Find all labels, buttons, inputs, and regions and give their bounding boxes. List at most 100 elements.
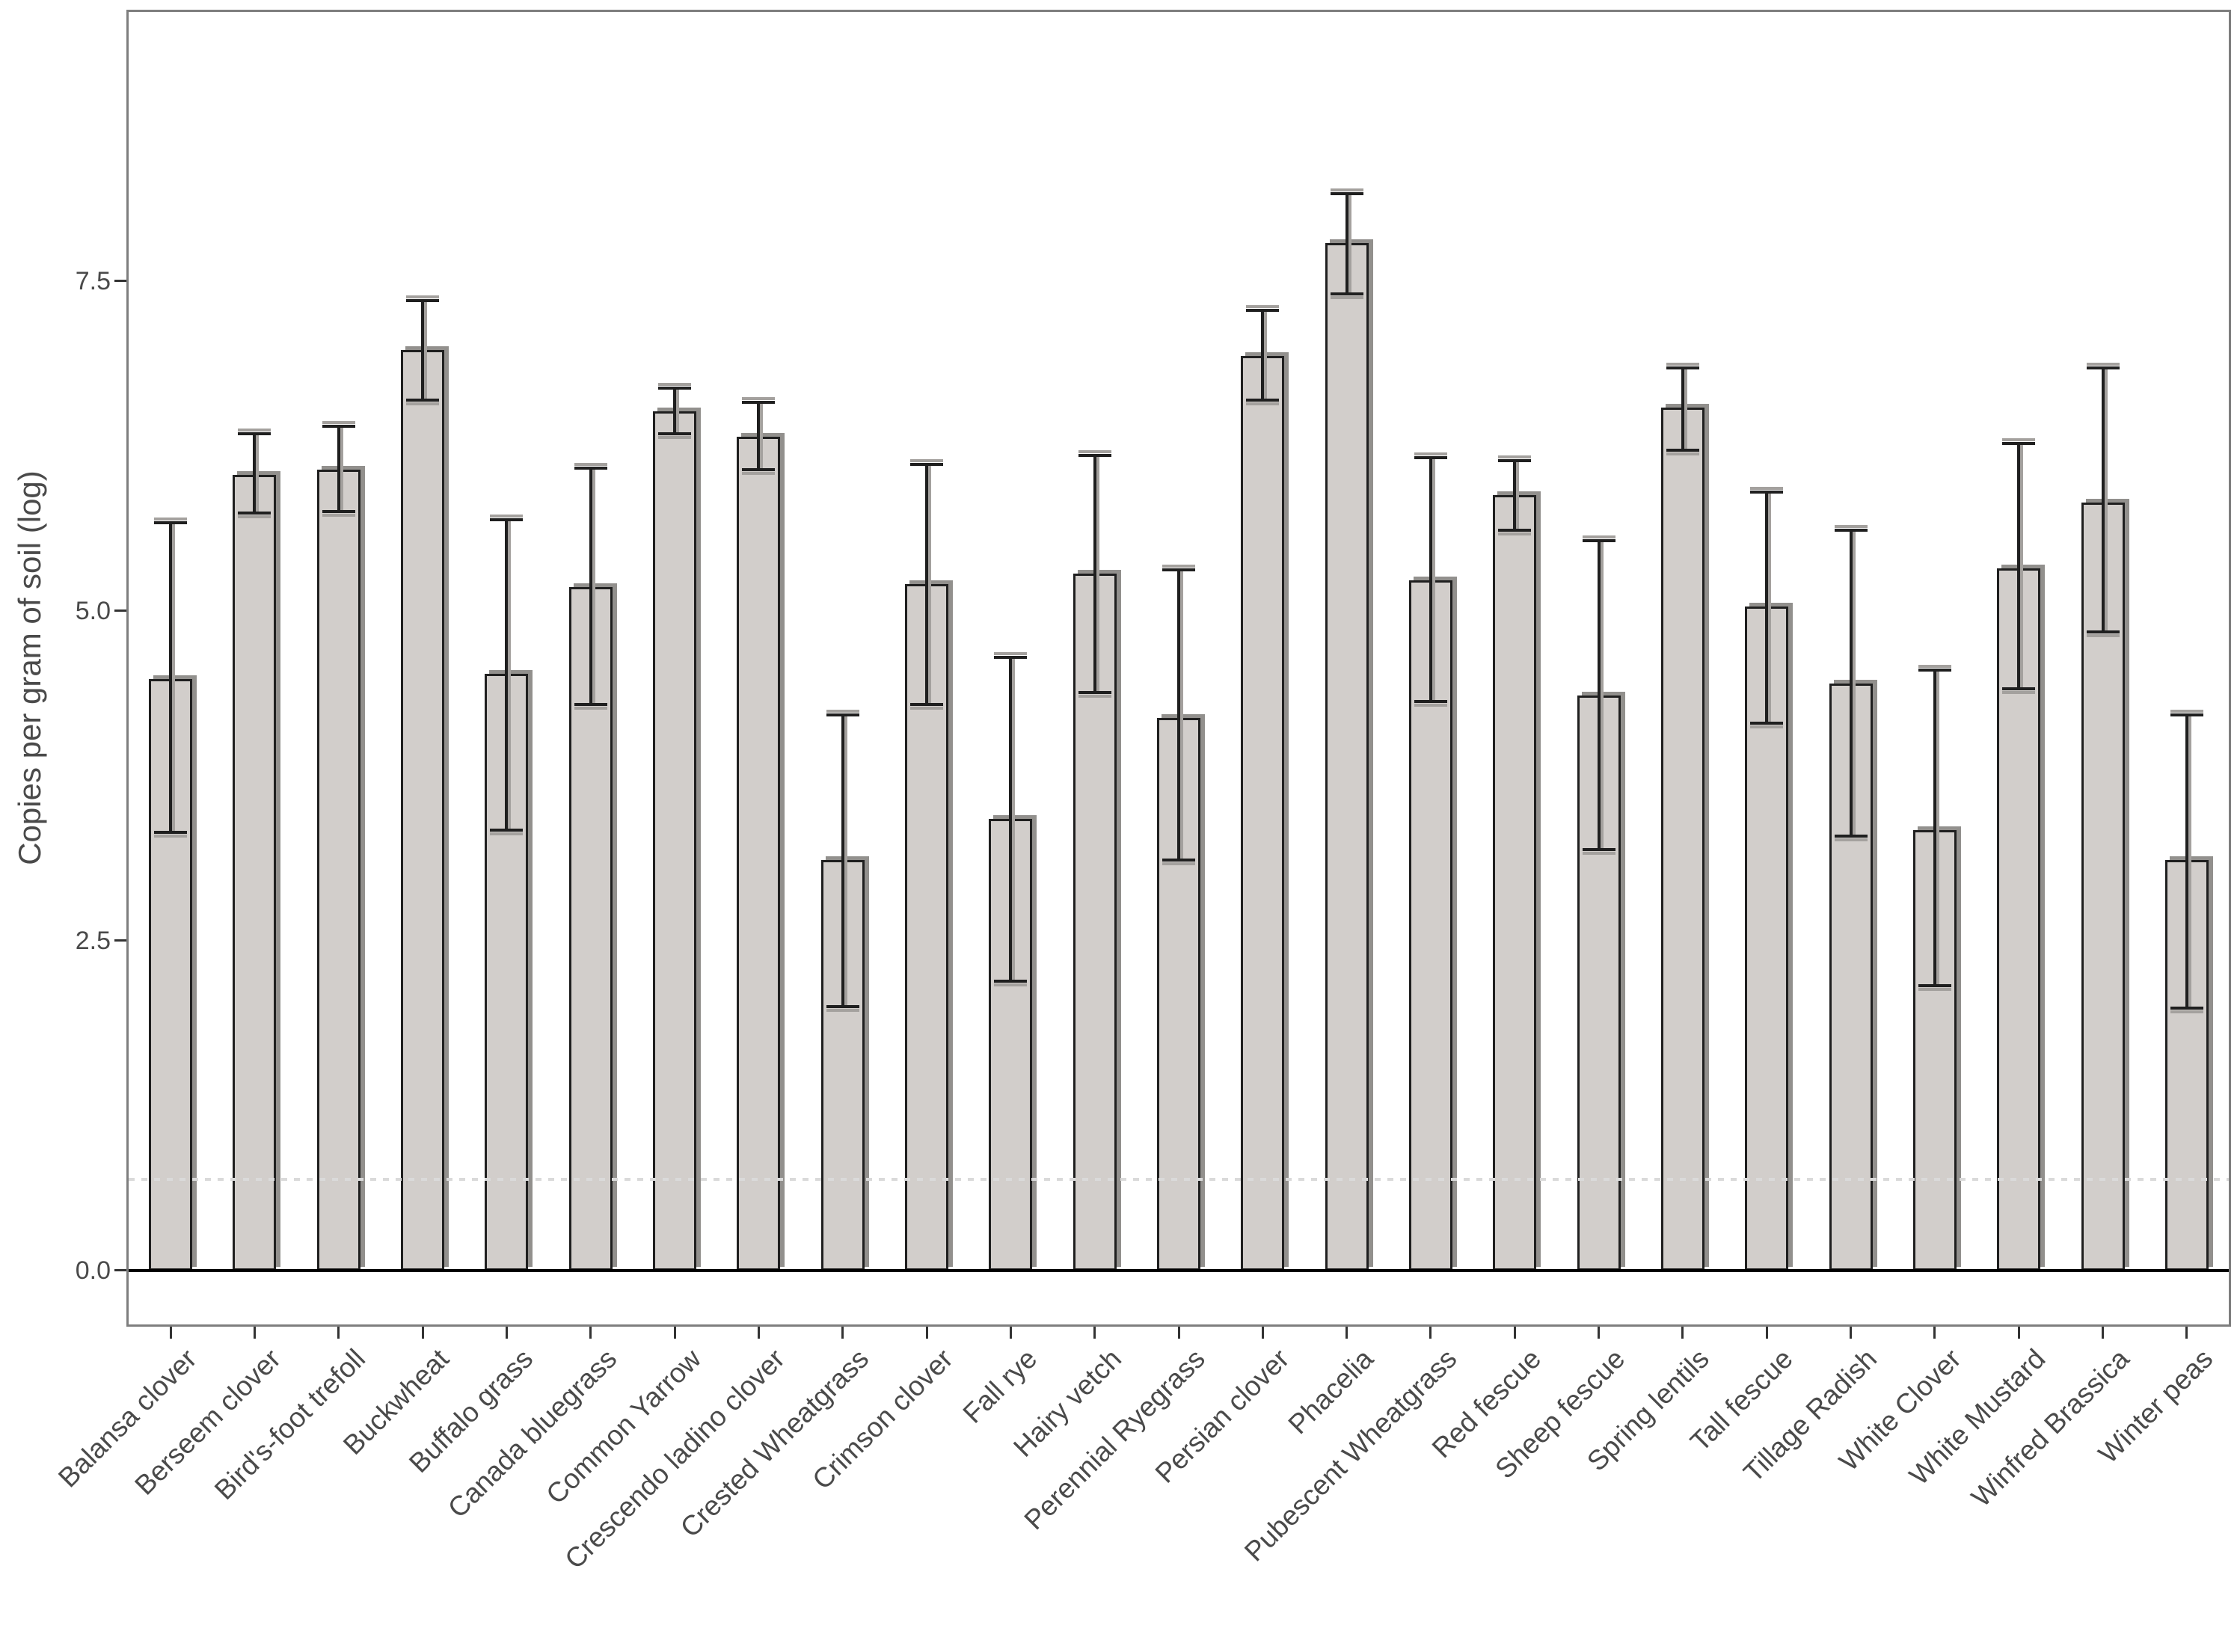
error-bar-cap-bottom <box>1582 848 1615 852</box>
error-bar-cap-bottom <box>1834 835 1868 838</box>
error-bar-cap-top <box>322 424 355 428</box>
error-bar-cap-top <box>1834 529 1868 532</box>
error-bar-cap-top <box>238 432 271 436</box>
x-tick-mark <box>673 1327 676 1339</box>
x-tick-mark <box>1429 1327 1432 1339</box>
error-bar-cap-bottom <box>490 828 524 832</box>
x-tick-mark <box>757 1327 760 1339</box>
x-tick-mark <box>2102 1327 2105 1339</box>
bar <box>1829 683 1873 1271</box>
x-tick-mark <box>1093 1327 1096 1339</box>
error-bar-cap-top <box>490 518 524 522</box>
error-bar-cap-top <box>1078 453 1111 457</box>
bar <box>820 860 865 1271</box>
error-bar <box>757 402 761 470</box>
y-tick-mark <box>114 609 126 612</box>
y-axis-title: Copies per gram of soil (log) <box>12 470 47 865</box>
bar <box>233 475 277 1271</box>
error-bar <box>1597 541 1601 850</box>
bar <box>1241 356 1285 1271</box>
error-bar-cap-top <box>1582 539 1615 543</box>
bar <box>1660 408 1704 1271</box>
error-bar-cap-top <box>658 386 692 390</box>
error-bar <box>421 301 425 400</box>
bar <box>1325 242 1369 1271</box>
x-tick-mark <box>2185 1327 2188 1339</box>
error-bar-cap-top <box>2170 713 2203 717</box>
error-bar-cap-bottom <box>406 398 440 402</box>
error-bar-cap-top <box>826 713 859 717</box>
error-bar <box>505 520 509 830</box>
x-tick-mark <box>1261 1327 1264 1339</box>
x-tick-mark <box>589 1327 592 1339</box>
error-bar <box>337 426 340 512</box>
error-bar <box>673 387 677 435</box>
error-bar-cap-top <box>1918 669 1951 672</box>
error-bar-cap-bottom <box>826 1004 859 1008</box>
bar <box>1912 829 1957 1271</box>
x-tick-mark <box>1681 1327 1684 1339</box>
x-tick-mark <box>1765 1327 1768 1339</box>
x-tick-mark <box>1345 1327 1348 1339</box>
error-bar-cap-top <box>994 655 1028 659</box>
error-bar-cap-bottom <box>658 432 692 436</box>
x-tick-label: Bird's-foot trefoll <box>208 1343 371 1506</box>
bar <box>316 470 360 1271</box>
error-bar <box>1345 194 1348 295</box>
error-bar <box>1849 530 1853 837</box>
error-bar <box>1513 460 1517 531</box>
x-tick-mark <box>2017 1327 2020 1339</box>
error-bar-cap-bottom <box>154 831 188 835</box>
bar <box>401 349 445 1271</box>
y-tick-label: 7.5 <box>75 266 111 295</box>
detection-limit-line <box>129 1177 2229 1181</box>
error-bar-cap-bottom <box>1666 448 1699 452</box>
error-bar-cap-top <box>2086 366 2120 370</box>
error-bar-cap-bottom <box>238 512 271 515</box>
error-bar <box>841 715 844 1007</box>
error-bar <box>925 464 929 704</box>
x-tick-mark <box>841 1327 844 1339</box>
error-bar <box>1093 455 1096 693</box>
x-tick-mark <box>505 1327 508 1339</box>
error-bar-cap-top <box>1330 192 1363 196</box>
bar <box>653 411 697 1271</box>
error-bar <box>1933 670 1936 986</box>
error-bar-cap-bottom <box>2002 687 2036 690</box>
bar <box>1493 494 1537 1271</box>
y-tick-label: 2.5 <box>75 926 111 955</box>
x-tick-label: Winfred Brassica <box>1965 1343 2135 1513</box>
error-bar-cap-bottom <box>1498 529 1532 532</box>
plot-panel <box>126 10 2231 1327</box>
error-bar-cap-top <box>1414 456 1447 460</box>
error-bar <box>253 434 257 514</box>
error-bar-cap-top <box>406 299 440 303</box>
error-bar-cap-bottom <box>1414 700 1447 704</box>
error-bar-cap-bottom <box>1246 398 1280 402</box>
x-tick-mark <box>1009 1327 1012 1339</box>
error-bar-cap-top <box>742 401 776 405</box>
zero-baseline <box>129 1268 2229 1272</box>
error-bar-cap-bottom <box>1918 983 1951 987</box>
error-bar <box>1681 368 1684 450</box>
bar <box>905 584 949 1271</box>
x-tick-mark <box>1850 1327 1853 1339</box>
x-tick-mark <box>253 1327 256 1339</box>
error-bar <box>1429 458 1432 702</box>
x-tick-label: Fall rye <box>957 1343 1043 1429</box>
y-tick-mark <box>114 280 126 283</box>
x-tick-mark <box>421 1327 424 1339</box>
x-tick-mark <box>1933 1327 1936 1339</box>
x-tick-mark <box>169 1327 172 1339</box>
error-bar-cap-top <box>1162 568 1195 572</box>
error-bar-cap-bottom <box>2170 1006 2203 1010</box>
x-tick-mark <box>1177 1327 1180 1339</box>
x-tick-mark <box>337 1327 340 1339</box>
error-bar-cap-bottom <box>1330 292 1363 296</box>
bar <box>737 436 781 1271</box>
error-bar <box>169 522 173 833</box>
error-bar-cap-bottom <box>322 510 355 514</box>
error-bar <box>2017 443 2021 689</box>
x-tick-mark <box>1598 1327 1601 1339</box>
